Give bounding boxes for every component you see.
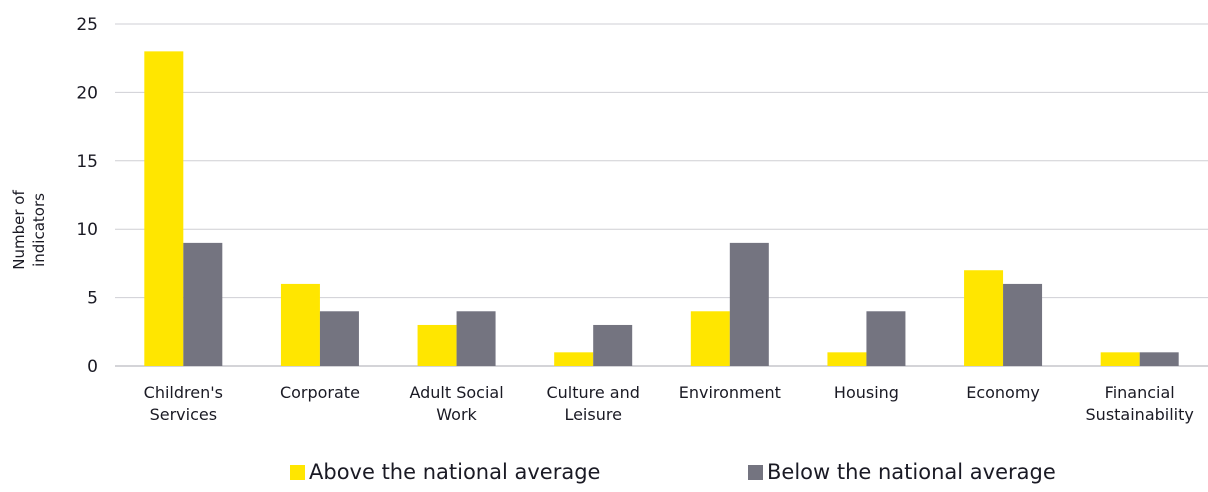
y-axis-label: Number of indicators bbox=[10, 190, 48, 270]
gridlines bbox=[115, 23, 1208, 367]
category-label: Culture and Leisure bbox=[546, 383, 639, 424]
y-tick-label: 25 bbox=[76, 15, 98, 35]
bar-below bbox=[1003, 283, 1043, 366]
category-label: Children's Services bbox=[144, 383, 223, 424]
legend-item-below: Below the national average bbox=[748, 460, 1056, 484]
bar-below bbox=[1139, 352, 1179, 366]
bar-below bbox=[593, 324, 633, 366]
y-tick-label: 0 bbox=[87, 357, 98, 377]
y-tick-label: 15 bbox=[76, 152, 98, 172]
bar-above bbox=[554, 352, 594, 366]
bar-below bbox=[456, 311, 496, 366]
category-label: Housing bbox=[834, 383, 899, 402]
bar-below bbox=[183, 242, 223, 366]
y-tick-label: 20 bbox=[76, 83, 98, 103]
bar-above bbox=[827, 352, 867, 366]
category-label: Adult Social Work bbox=[409, 383, 503, 424]
category-label: Environment bbox=[679, 383, 781, 402]
bar-above bbox=[417, 324, 457, 366]
bar-above bbox=[1100, 352, 1140, 366]
bar-below bbox=[319, 311, 359, 366]
legend-swatch-above bbox=[290, 464, 305, 480]
bar-above bbox=[690, 311, 730, 366]
y-tick-labels: 0 5 10 15 20 25 bbox=[76, 15, 98, 377]
bar-above bbox=[280, 283, 320, 366]
bar-below bbox=[729, 242, 769, 366]
category-label: Economy bbox=[966, 383, 1040, 402]
legend-label-below: Below the national average bbox=[767, 460, 1056, 484]
bar-above bbox=[964, 270, 1004, 366]
y-tick-label: 5 bbox=[87, 289, 98, 309]
y-tick-label: 10 bbox=[76, 220, 98, 240]
bar-below bbox=[866, 311, 906, 366]
category-label: Financial Sustainability bbox=[1086, 383, 1194, 424]
legend-item-above: Above the national average bbox=[290, 460, 600, 484]
legend-swatch-below bbox=[748, 464, 763, 480]
legend-label-above: Above the national average bbox=[309, 460, 601, 484]
legend: Above the national average Below the nat… bbox=[0, 450, 1208, 490]
bars bbox=[144, 51, 1179, 367]
bar-above bbox=[144, 51, 184, 367]
category-label: Corporate bbox=[280, 383, 360, 402]
category-labels: Children's Services Corporate Adult Social W… bbox=[144, 383, 1194, 424]
